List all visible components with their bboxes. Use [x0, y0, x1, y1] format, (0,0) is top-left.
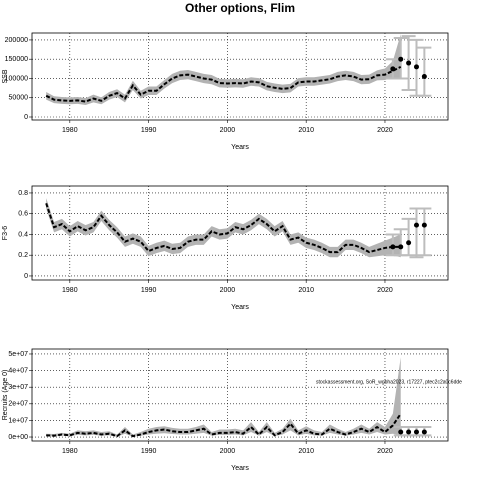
y-tick-label: 0.2 [18, 252, 28, 259]
x-tick-label: 2000 [220, 448, 236, 455]
y-tick-label: 100000 [5, 75, 28, 82]
x-tick-label: 2010 [298, 287, 314, 294]
y-axis-label: F3-6 [2, 226, 9, 241]
x-tick-label: 1990 [141, 448, 157, 455]
y-tick-label: 50000 [9, 95, 29, 102]
y-tick-label: 4e+07 [8, 367, 28, 374]
y-tick-label: 0.4 [18, 231, 28, 238]
forecast-point [421, 429, 427, 435]
x-tick-label: 2010 [298, 127, 314, 134]
x-tick-label: 2020 [377, 448, 393, 455]
forecast-point [390, 244, 396, 250]
error-bar [417, 207, 432, 257]
error-bar [417, 46, 432, 97]
forecast-point [406, 60, 412, 66]
confidence-band [46, 357, 401, 437]
x-axis-label: Years [231, 144, 249, 151]
y-tick-label: 0.6 [18, 211, 28, 218]
forecast-point [413, 429, 419, 435]
y-axis-label: Recruits (Age 0) [2, 370, 9, 421]
x-tick-label: 2000 [220, 127, 236, 134]
x-tick-label: 2000 [220, 287, 236, 294]
confidence-band [46, 198, 401, 258]
annotation: stockassessment.org, SoR_wgbha2023, r172… [316, 379, 462, 385]
y-tick-label: 1e+07 [8, 417, 28, 424]
plot-frame [31, 348, 449, 442]
forecast-point [413, 222, 419, 228]
error-bar [401, 217, 416, 257]
y-tick-label: 3e+07 [8, 384, 28, 391]
x-tick-label: 1990 [141, 127, 157, 134]
forecast-point [421, 74, 427, 80]
y-tick-label: 200000 [5, 37, 28, 44]
y-axis-label: SSB [2, 69, 9, 83]
forecast-point [398, 244, 404, 250]
chart-title: Other options, Flim [185, 1, 295, 15]
y-tick-label: 2e+07 [8, 401, 28, 408]
plot-frame [31, 32, 449, 121]
x-axis-label: Years [231, 465, 249, 472]
estimate-line [45, 203, 401, 254]
y-tick-label: 0e+00 [8, 434, 28, 441]
y-tick-label: 0.8 [18, 190, 28, 197]
forecast-point [390, 66, 396, 72]
y-tick-label: 0 [24, 114, 28, 121]
forecast-point [406, 240, 412, 246]
x-tick-label: 2010 [298, 448, 314, 455]
y-tick-label: 150000 [5, 56, 28, 63]
x-tick-label: 2020 [377, 127, 393, 134]
forecast-point [413, 64, 419, 70]
x-tick-label: 1990 [141, 287, 157, 294]
forecast-point [398, 429, 404, 435]
estimate-line [45, 66, 402, 103]
x-tick-label: 1980 [62, 287, 78, 294]
forecast-point [406, 429, 412, 435]
forecast-point [398, 56, 404, 62]
x-tick-label: 2020 [377, 287, 393, 294]
y-tick-label: 5e+07 [8, 351, 28, 358]
forecast-point [421, 222, 427, 228]
plot-frame [31, 185, 449, 281]
x-tick-label: 1980 [62, 448, 78, 455]
y-tick-label: 0 [24, 273, 28, 280]
x-tick-label: 1980 [62, 127, 78, 134]
x-axis-label: Years [231, 304, 249, 311]
